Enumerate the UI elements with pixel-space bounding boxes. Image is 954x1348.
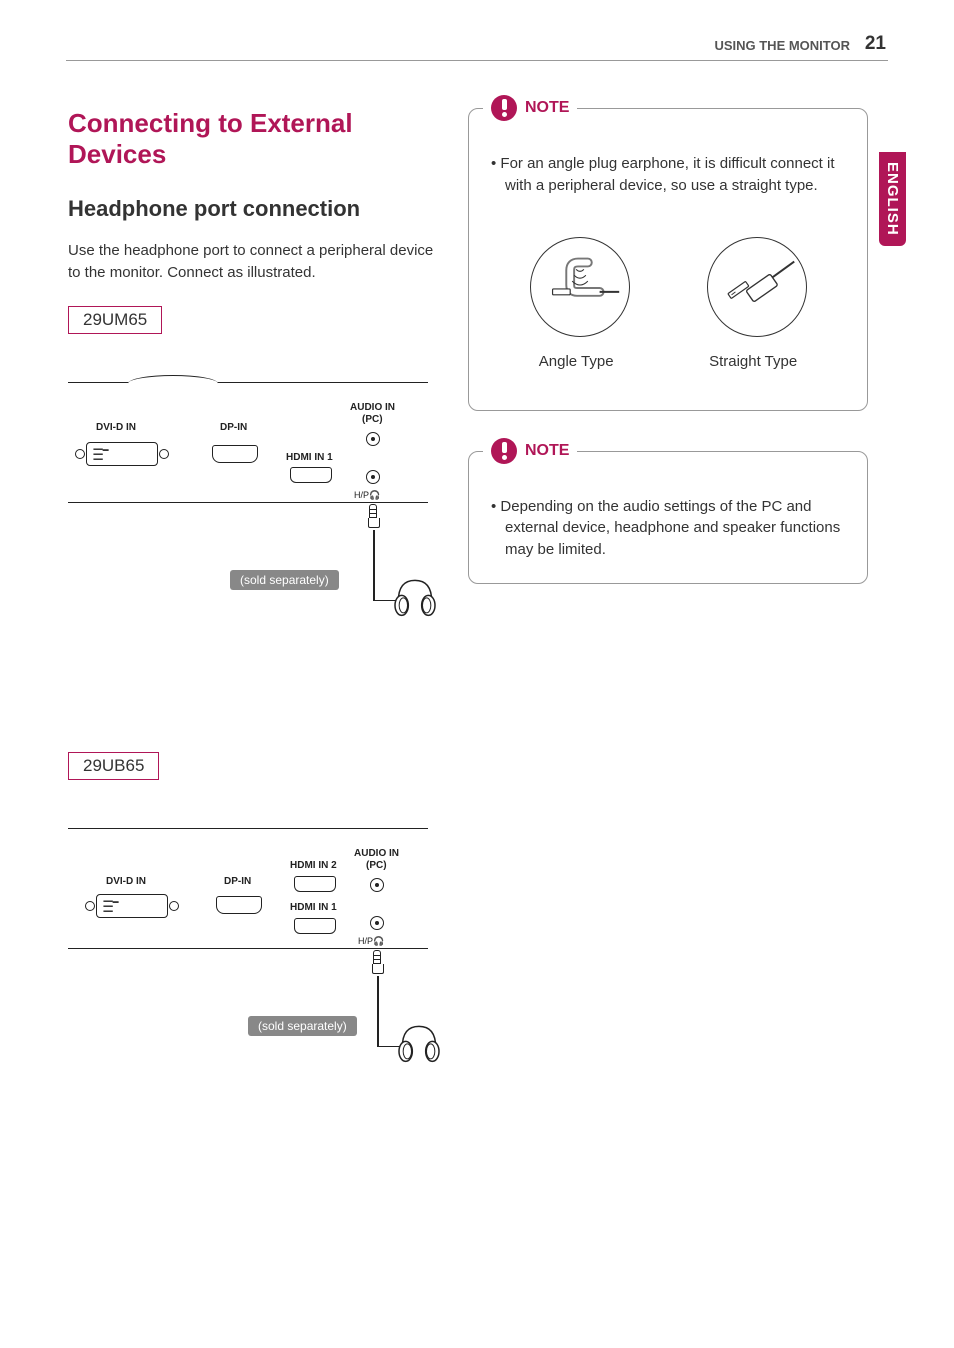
main-heading: Connecting to External Devices xyxy=(68,108,448,170)
audio-port-icon-2 xyxy=(370,878,384,892)
hdmi1-label-2: HDMI IN 1 xyxy=(290,902,337,913)
headphones-icon-2 xyxy=(394,1018,444,1068)
hp-label: H/P🎧 xyxy=(354,490,380,501)
dp-label: DP-IN xyxy=(220,422,247,433)
dvi-port-icon-2: ▪▪▪▪▪▪▪▪ ▬▪▪▪▪▪▪▪▪▪▪▪▪▪▪▪▪ xyxy=(96,894,168,918)
hp-port-icon-2 xyxy=(370,916,384,930)
plug-type-labels: Angle Type Straight Type xyxy=(491,353,845,370)
model-badge-2: 29UB65 xyxy=(68,752,159,780)
sold-separately-badge-2: (sold separately) xyxy=(248,1016,357,1036)
language-tab: ENGLISH xyxy=(879,152,906,246)
audio-port-icon xyxy=(366,432,380,446)
note-box-2: NOTE Depending on the audio settings of … xyxy=(468,451,868,584)
note-label-1: NOTE xyxy=(525,99,569,117)
angle-type-label: Angle Type xyxy=(539,353,614,370)
note-header-2: NOTE xyxy=(483,438,577,464)
sub-heading: Headphone port connection xyxy=(68,196,448,222)
panel-bottom-line xyxy=(68,502,428,503)
header-rule xyxy=(66,60,888,61)
straight-plug-icon xyxy=(707,237,807,337)
dvi-pins: ▪▪▪▪▪▪▪▪ ▬▪▪▪▪▪▪▪▪▪▪▪▪▪▪▪▪ xyxy=(93,448,108,463)
headphones-icon xyxy=(390,572,440,622)
note-label-2: NOTE xyxy=(525,442,569,460)
intro-text: Use the headphone port to connect a peri… xyxy=(68,240,448,284)
audio-label-2b: (PC) xyxy=(366,860,387,871)
panel-bottom-line-2 xyxy=(68,948,428,949)
page-number: 21 xyxy=(865,33,886,55)
hp-label-text-2: H/P xyxy=(358,936,373,946)
note-icon-2 xyxy=(491,438,517,464)
note-header-1: NOTE xyxy=(483,95,577,121)
dp-port-icon xyxy=(212,445,258,463)
hdmi2-label: HDMI IN 2 xyxy=(290,860,337,871)
dvi-label: DVI-D IN xyxy=(96,422,136,433)
note-box-1: NOTE For an angle plug earphone, it is d… xyxy=(468,108,868,411)
note-icon xyxy=(491,95,517,121)
hp-label-2: H/P🎧 xyxy=(358,936,384,947)
panel-top-line xyxy=(68,382,428,383)
hdmi1-port-icon-2 xyxy=(294,918,336,934)
right-column: NOTE For an angle plug earphone, it is d… xyxy=(468,108,868,624)
dp-port-icon-2 xyxy=(216,896,262,914)
hp-port-icon xyxy=(366,470,380,484)
cable-vertical xyxy=(373,530,375,600)
dvi-label-2: DVI-D IN xyxy=(106,876,146,887)
cable-vertical-2 xyxy=(377,976,379,1046)
panel-top-line-2 xyxy=(68,828,428,829)
note1-text: For an angle plug earphone, it is diffic… xyxy=(491,153,845,197)
audio-label-2: (PC) xyxy=(362,414,383,425)
audio-label-1: AUDIO IN xyxy=(350,402,395,413)
model-badge-1: 29UM65 xyxy=(68,306,162,334)
diagram-29um65: DVI-D IN ▪▪▪▪▪▪▪▪ ▬▪▪▪▪▪▪▪▪▪▪▪▪▪▪▪▪ DP-I… xyxy=(68,352,428,632)
angle-plug-icon xyxy=(530,237,630,337)
diagram-29ub65: DVI-D IN ▪▪▪▪▪▪▪▪ ▬▪▪▪▪▪▪▪▪▪▪▪▪▪▪▪▪ DP-I… xyxy=(68,798,428,1078)
straight-type-label: Straight Type xyxy=(709,353,797,370)
note2-text: Depending on the audio settings of the P… xyxy=(491,496,845,561)
header-section-label: USING THE MONITOR xyxy=(714,38,850,53)
hdmi1-port-icon xyxy=(290,467,332,483)
dvi-port-icon: ▪▪▪▪▪▪▪▪ ▬▪▪▪▪▪▪▪▪▪▪▪▪▪▪▪▪ xyxy=(86,442,158,466)
hp-label-text: H/P xyxy=(354,490,369,500)
audio-label-1b: AUDIO IN xyxy=(354,848,399,859)
hdmi1-label: HDMI IN 1 xyxy=(286,452,333,463)
plug-illustrations xyxy=(491,237,845,337)
hdmi2-port-icon xyxy=(294,876,336,892)
dvi-pins-2: ▪▪▪▪▪▪▪▪ ▬▪▪▪▪▪▪▪▪▪▪▪▪▪▪▪▪ xyxy=(103,900,118,915)
sold-separately-badge-1: (sold separately) xyxy=(230,570,339,590)
dp-label-2: DP-IN xyxy=(224,876,251,887)
left-column: Connecting to External Devices Headphone… xyxy=(68,108,448,1138)
